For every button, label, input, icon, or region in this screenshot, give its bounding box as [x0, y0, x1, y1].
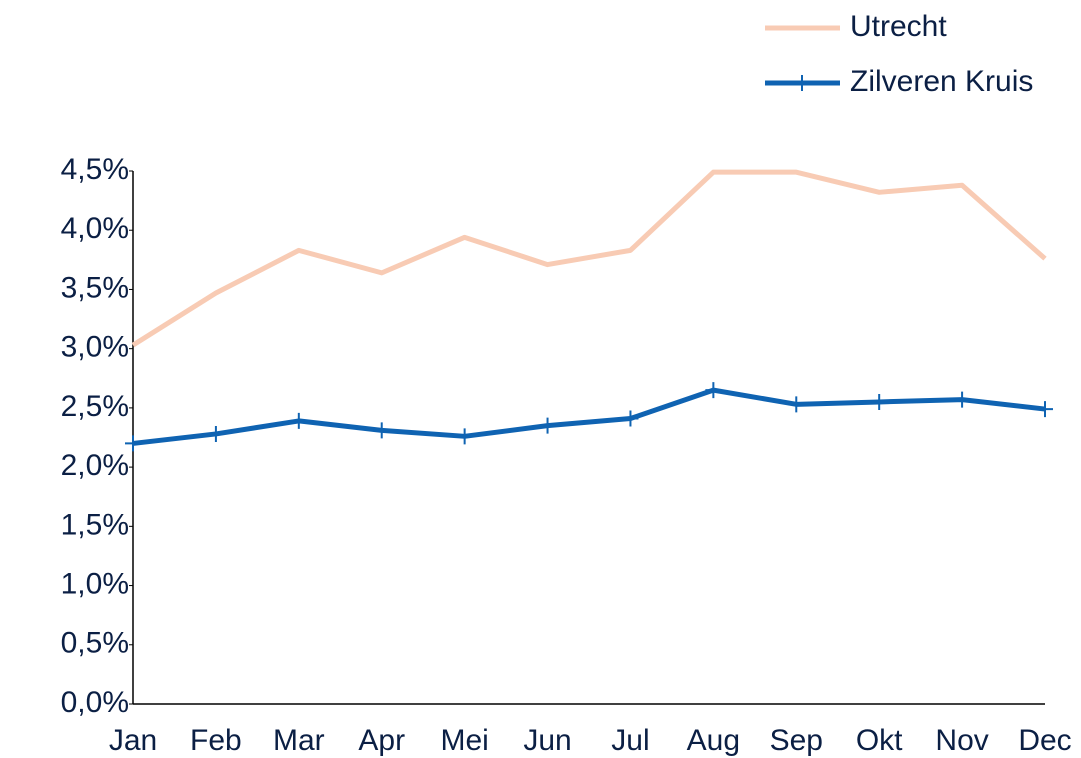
line-series: [132, 387, 1046, 446]
y-tick-label: 3,0%: [61, 331, 129, 364]
point-marker: [954, 391, 971, 408]
y-tick-label: 2,0%: [61, 449, 129, 482]
y-tick-label: 1,5%: [61, 508, 129, 541]
point-marker: [456, 428, 473, 445]
point-marker: [539, 417, 556, 434]
point-marker: [622, 410, 639, 427]
y-tick-label: 2,5%: [61, 390, 129, 423]
x-tick-label: Nov: [935, 724, 988, 757]
x-tick-label: Jun: [523, 724, 571, 757]
x-tick-label: Feb: [190, 724, 242, 757]
point-marker: [125, 435, 141, 452]
legend-marker: [794, 75, 810, 91]
point-marker: [705, 382, 722, 399]
y-tick-label: 4,0%: [61, 212, 129, 245]
x-tick-label: Sep: [770, 724, 823, 757]
x-tick-label: Dec: [1018, 724, 1071, 757]
x-tick-label: Mar: [273, 724, 325, 757]
y-tick-label: 3,5%: [61, 271, 129, 304]
legend-label: Utrecht: [850, 10, 947, 43]
x-tick-label: Mei: [440, 724, 488, 757]
legend-label: Zilveren Kruis: [850, 65, 1033, 98]
y-tick-label: 4,5%: [61, 153, 129, 186]
point-marker: [788, 396, 805, 413]
x-tick-label: Jul: [611, 724, 649, 757]
point-marker: [290, 412, 307, 429]
point-marker: [1037, 401, 1053, 418]
x-tick-label: Okt: [856, 724, 903, 757]
x-tick-label: Apr: [358, 724, 405, 757]
x-tick-label: Aug: [687, 724, 740, 757]
point-marker: [207, 425, 224, 442]
y-tick-label: 0,0%: [61, 686, 129, 719]
y-tick-label: 0,5%: [61, 627, 129, 660]
y-tick-label: 1,0%: [61, 567, 129, 600]
line-series: [131, 169, 1047, 348]
x-tick-label: Jan: [109, 724, 157, 757]
point-marker: [373, 422, 390, 439]
point-marker: [871, 393, 888, 410]
